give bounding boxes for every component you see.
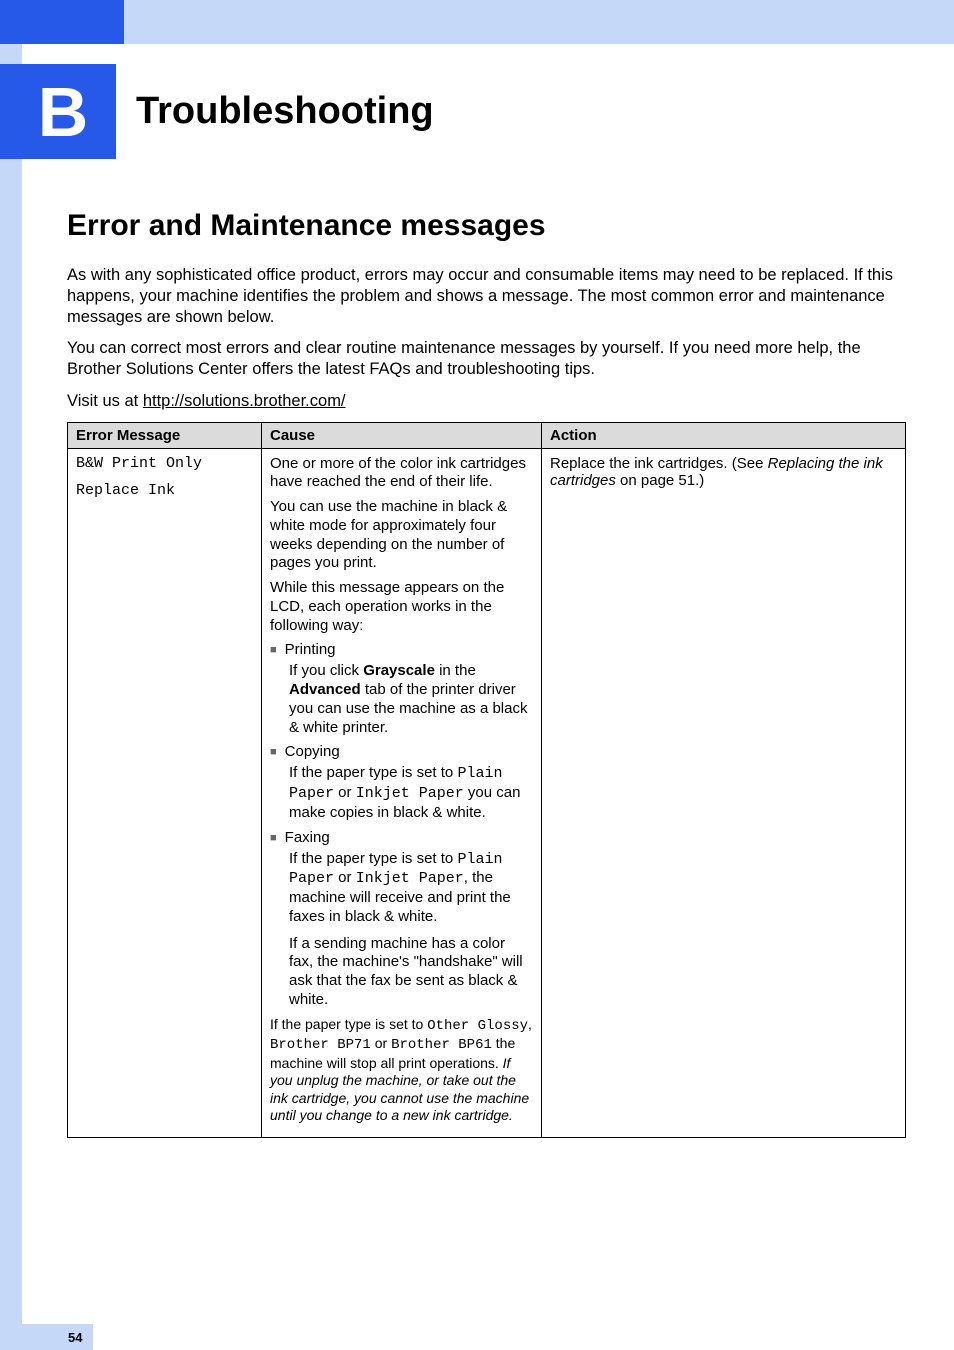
cell-cause: One or more of the color ink cartridges … xyxy=(262,448,542,1137)
th-cause: Cause xyxy=(262,422,542,448)
visit-url-link[interactable]: http://solutions.brother.com/ xyxy=(143,392,346,410)
visit-prefix: Visit us at xyxy=(67,392,143,410)
bullet-faxing-label: Faxing xyxy=(285,829,330,846)
intro-block: As with any sophisticated office product… xyxy=(67,265,906,412)
top-header-blue-block xyxy=(0,0,124,44)
page-number: 54 xyxy=(68,1330,82,1345)
top-header-bar xyxy=(0,0,954,44)
bullet-square-icon: ■ xyxy=(270,832,277,844)
appendix-header: B Troubleshooting xyxy=(67,64,906,159)
appendix-letter: B xyxy=(38,72,89,152)
side-strip xyxy=(0,44,22,1350)
bullet-square-icon: ■ xyxy=(270,746,277,758)
cause-p1: One or more of the color ink cartridges … xyxy=(270,455,533,493)
section-title: Error and Maintenance messages xyxy=(67,209,906,243)
cell-action: Replace the ink cartridges. (See Replaci… xyxy=(542,448,906,1137)
cause-bullet-list: ■ Printing If you click Grayscale in the… xyxy=(270,641,533,1009)
bullet-faxing: ■ Faxing If the paper type is set to Pla… xyxy=(270,829,533,1010)
th-error-message: Error Message xyxy=(68,422,262,448)
intro-paragraph-1: As with any sophisticated office product… xyxy=(67,265,906,328)
action-text-pre: Replace the ink cartridges. (See xyxy=(550,455,768,472)
visit-line: Visit us at http://solutions.brother.com… xyxy=(67,391,906,412)
page-number-box: 54 xyxy=(0,1324,93,1350)
cell-error-message: B&W Print Only Replace Ink xyxy=(68,448,262,1137)
bullet-printing: ■ Printing If you click Grayscale in the… xyxy=(270,641,533,737)
bullet-faxing-p2: If a sending machine has a color fax, th… xyxy=(289,935,533,1010)
bullet-copying-label: Copying xyxy=(285,743,340,760)
bullet-square-icon: ■ xyxy=(270,644,277,656)
appendix-badge: B xyxy=(0,64,116,159)
th-action: Action xyxy=(542,422,906,448)
error-msg-line-2: Replace Ink xyxy=(76,482,253,499)
bullet-printing-label: Printing xyxy=(285,641,336,658)
intro-paragraph-2: You can correct most errors and clear ro… xyxy=(67,338,906,380)
bullet-copying-body: If the paper type is set to Plain Paper … xyxy=(289,764,533,822)
action-text-post: on page 51.) xyxy=(616,472,704,489)
bullet-printing-body: If you click Grayscale in the Advanced t… xyxy=(289,662,533,737)
error-table: Error Message Cause Action B&W Print Onl… xyxy=(67,422,906,1138)
cause-p2: You can use the machine in black & white… xyxy=(270,498,533,573)
cause-p3: While this message appears on the LCD, e… xyxy=(270,579,533,635)
table-header-row: Error Message Cause Action xyxy=(68,422,906,448)
error-msg-line-1: B&W Print Only xyxy=(76,455,253,472)
appendix-title: Troubleshooting xyxy=(136,90,434,133)
cause-footer: If the paper type is set to Other Glossy… xyxy=(270,1016,533,1125)
bullet-faxing-body: If the paper type is set to Plain Paper … xyxy=(289,850,533,927)
table-row: B&W Print Only Replace Ink One or more o… xyxy=(68,448,906,1137)
page-content: B Troubleshooting Error and Maintenance … xyxy=(67,44,906,1138)
bullet-copying: ■ Copying If the paper type is set to Pl… xyxy=(270,743,533,822)
